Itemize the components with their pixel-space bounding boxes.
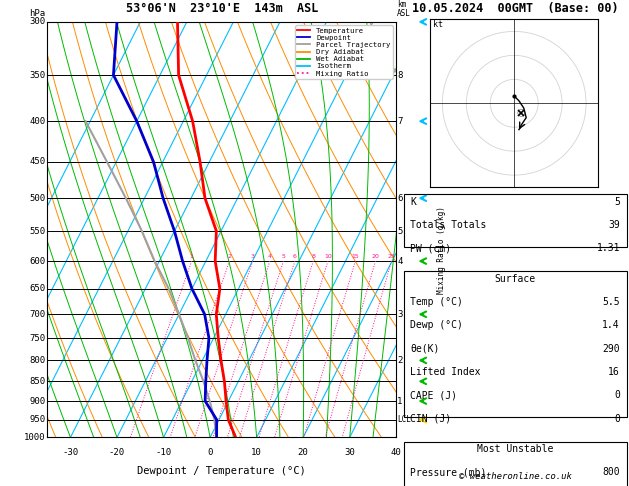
Text: Dewp (°C): Dewp (°C) xyxy=(410,320,464,330)
Bar xyxy=(404,194,626,247)
Text: 5: 5 xyxy=(398,226,403,236)
Text: 6: 6 xyxy=(398,194,403,203)
Text: CIN (J): CIN (J) xyxy=(410,414,452,424)
Legend: Temperature, Dewpoint, Parcel Trajectory, Dry Adiabat, Wet Adiabat, Isotherm, Mi: Temperature, Dewpoint, Parcel Trajectory… xyxy=(295,25,392,79)
Text: 650: 650 xyxy=(30,284,45,293)
Text: Dewpoint / Temperature (°C): Dewpoint / Temperature (°C) xyxy=(137,467,306,476)
Text: 2: 2 xyxy=(227,254,231,259)
Text: 900: 900 xyxy=(30,397,45,405)
Text: 400: 400 xyxy=(30,117,45,126)
Text: 1: 1 xyxy=(190,254,194,259)
Text: 850: 850 xyxy=(30,377,45,386)
Text: 750: 750 xyxy=(30,333,45,343)
Text: -20: -20 xyxy=(109,448,125,457)
Text: 290: 290 xyxy=(602,344,620,354)
Text: 53°06'N  23°10'E  143m  ASL: 53°06'N 23°10'E 143m ASL xyxy=(126,2,318,16)
Text: 450: 450 xyxy=(30,157,45,166)
Text: Lifted Index: Lifted Index xyxy=(410,367,481,377)
Text: 39: 39 xyxy=(608,220,620,230)
Text: CAPE (J): CAPE (J) xyxy=(410,390,457,400)
Text: θe(K): θe(K) xyxy=(410,344,440,354)
Text: Surface: Surface xyxy=(494,274,536,284)
Text: 8: 8 xyxy=(311,254,315,259)
Text: km
ASL: km ASL xyxy=(398,0,411,17)
Text: 500: 500 xyxy=(30,194,45,203)
Text: © weatheronline.co.uk: © weatheronline.co.uk xyxy=(459,472,572,481)
Text: Temp (°C): Temp (°C) xyxy=(410,297,464,307)
Text: 5.5: 5.5 xyxy=(602,297,620,307)
Text: PW (cm): PW (cm) xyxy=(410,243,452,254)
Text: 20: 20 xyxy=(298,448,309,457)
Text: 1.31: 1.31 xyxy=(596,243,620,254)
Text: 3: 3 xyxy=(398,310,403,319)
Text: 10: 10 xyxy=(324,254,332,259)
Text: 16: 16 xyxy=(608,367,620,377)
Text: 8: 8 xyxy=(398,70,403,80)
Text: 10: 10 xyxy=(251,448,262,457)
Bar xyxy=(404,442,626,486)
Text: 0: 0 xyxy=(614,390,620,400)
Text: 950: 950 xyxy=(30,415,45,424)
Text: 20: 20 xyxy=(372,254,379,259)
Text: Pressure (mb): Pressure (mb) xyxy=(410,468,487,477)
Text: kt: kt xyxy=(433,19,443,29)
Text: K: K xyxy=(410,197,416,207)
Text: 3: 3 xyxy=(251,254,255,259)
Text: Most Unstable: Most Unstable xyxy=(477,444,554,454)
Text: 7: 7 xyxy=(398,117,403,126)
Text: 600: 600 xyxy=(30,257,45,265)
Text: 0: 0 xyxy=(614,414,620,424)
Text: 2: 2 xyxy=(398,356,403,365)
Text: 1.4: 1.4 xyxy=(602,320,620,330)
Text: 300: 300 xyxy=(30,17,45,26)
Text: Totals Totals: Totals Totals xyxy=(410,220,487,230)
Text: 10.05.2024  00GMT  (Base: 00): 10.05.2024 00GMT (Base: 00) xyxy=(412,2,618,16)
Text: 4: 4 xyxy=(398,257,403,265)
Text: -10: -10 xyxy=(155,448,172,457)
Text: 1000: 1000 xyxy=(24,433,45,442)
Text: LCL: LCL xyxy=(398,415,411,424)
Bar xyxy=(404,271,626,417)
Text: 5: 5 xyxy=(614,197,620,207)
Text: 800: 800 xyxy=(30,356,45,365)
Text: 800: 800 xyxy=(602,468,620,477)
Text: 15: 15 xyxy=(352,254,359,259)
Text: 0: 0 xyxy=(208,448,213,457)
Text: 6: 6 xyxy=(293,254,297,259)
Text: 30: 30 xyxy=(344,448,355,457)
Text: 1: 1 xyxy=(398,397,403,405)
Text: 4: 4 xyxy=(268,254,272,259)
Text: 700: 700 xyxy=(30,310,45,319)
Text: 40: 40 xyxy=(391,448,402,457)
Text: -30: -30 xyxy=(62,448,79,457)
Text: 350: 350 xyxy=(30,70,45,80)
Text: Mixing Ratio (g/kg): Mixing Ratio (g/kg) xyxy=(437,207,446,295)
Text: 25: 25 xyxy=(387,254,396,259)
Text: 5: 5 xyxy=(282,254,286,259)
Text: hPa: hPa xyxy=(30,9,45,17)
Text: 550: 550 xyxy=(30,226,45,236)
